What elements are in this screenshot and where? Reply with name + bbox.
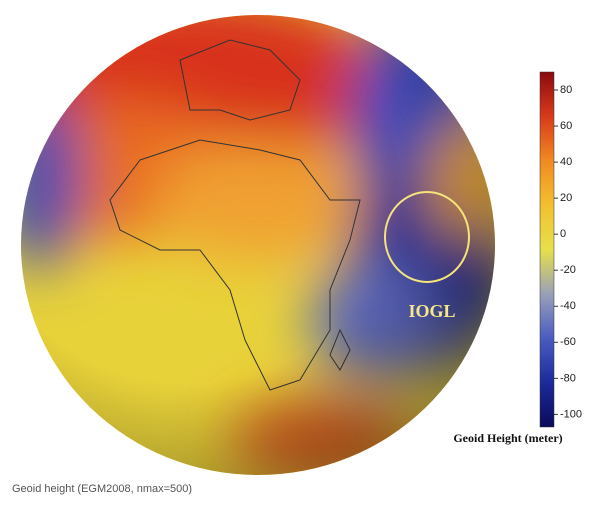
tick-label: 20 bbox=[560, 192, 572, 204]
colorbar bbox=[539, 71, 555, 428]
tick-label: -40 bbox=[560, 300, 576, 312]
tick-label: 40 bbox=[560, 156, 572, 168]
annotation: IOGL bbox=[408, 301, 455, 321]
iogl-circle bbox=[384, 191, 470, 283]
globe bbox=[21, 15, 495, 475]
tick-label: 0 bbox=[560, 228, 566, 240]
tick-label: -20 bbox=[560, 264, 576, 276]
tick-label: -60 bbox=[560, 336, 576, 348]
tick-label: -80 bbox=[560, 372, 576, 384]
caption: Geoid height (EGM2008, nmax=500) bbox=[12, 483, 192, 495]
colorbar-label: Geoid Height (meter) bbox=[453, 431, 562, 445]
tick-label: 80 bbox=[560, 84, 572, 96]
tick-label: -100 bbox=[560, 408, 582, 420]
colorbar-ticks: 80 60 40 20 0 -20 -40 -60 -80 -100 bbox=[554, 84, 582, 420]
tick-label: 60 bbox=[560, 120, 572, 132]
